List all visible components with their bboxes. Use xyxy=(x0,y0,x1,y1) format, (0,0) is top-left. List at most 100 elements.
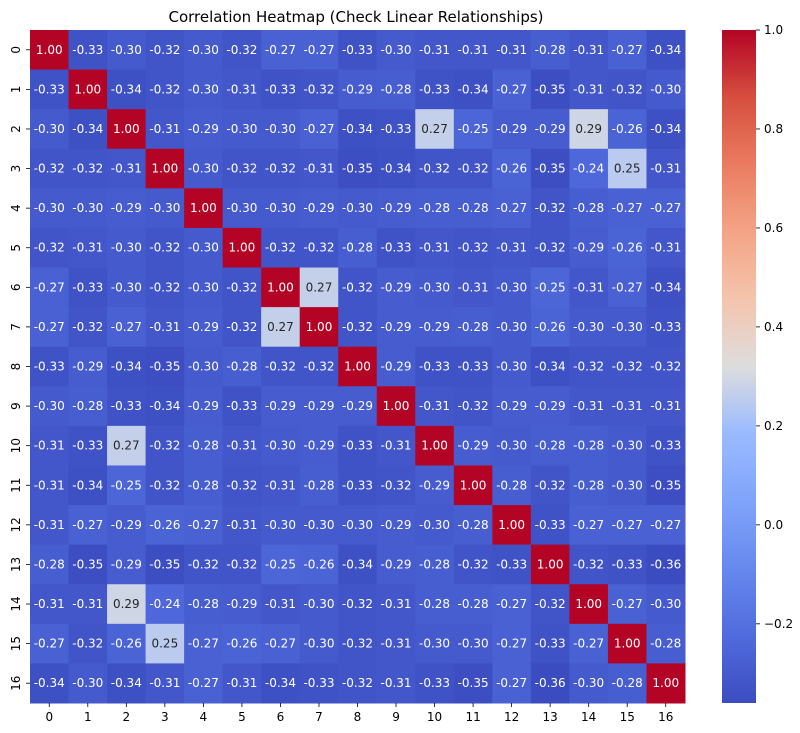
heatmap-cell-4-16 xyxy=(646,188,686,229)
heatmap-cell-0-3 xyxy=(145,30,185,71)
cell-value-label-16-13: -0.36 xyxy=(535,676,566,690)
heatmap-cell-13-15 xyxy=(607,544,647,585)
heatmap-cell-4-10 xyxy=(415,188,455,229)
heatmap-cell-4-14 xyxy=(569,188,609,229)
cell-value-label-13-12: -0.33 xyxy=(496,557,527,571)
heatmap-cell-16-9 xyxy=(376,663,416,704)
heatmap-cell-5-6 xyxy=(261,227,301,269)
heatmap-cell-15-9 xyxy=(376,623,416,664)
cell-value-label-13-1: -0.35 xyxy=(72,557,103,571)
heatmap-cell-14-14 xyxy=(569,584,609,625)
cell-value-label-10-13: -0.28 xyxy=(535,439,566,453)
cell-value-label-4-4: 1.00 xyxy=(190,201,217,215)
heatmap-cell-14-1 xyxy=(68,584,108,625)
heatmap-cell-0-9 xyxy=(376,30,416,71)
cell-value-label-11-12: -0.28 xyxy=(496,478,527,492)
cell-value-label-12-13: -0.33 xyxy=(535,518,566,532)
colorbar-tick-label-6: −0.2 xyxy=(764,617,793,631)
heatmap-cell-15-12 xyxy=(492,623,532,664)
heatmap-cell-8-6 xyxy=(261,346,301,387)
cell-value-label-8-6: -0.32 xyxy=(265,360,296,374)
x-tick-label-2: 2 xyxy=(123,710,131,724)
heatmap-cell-11-10 xyxy=(415,465,455,506)
heatmap-cell-14-0 xyxy=(30,584,70,625)
cell-value-label-8-12: -0.30 xyxy=(496,360,527,374)
heatmap-cell-8-7 xyxy=(299,346,339,387)
heatmap-cell-1-12 xyxy=(492,69,532,110)
heatmap-cell-12-3 xyxy=(145,505,185,546)
heatmap-cell-6-2 xyxy=(107,267,147,308)
heatmap-cell-6-15 xyxy=(607,267,647,308)
cell-value-label-7-7: 1.00 xyxy=(306,320,333,334)
heatmap-cell-12-11 xyxy=(453,505,493,546)
cell-value-label-2-0: -0.30 xyxy=(34,122,65,136)
heatmap-cell-9-12 xyxy=(492,386,532,427)
heatmap-cell-7-1 xyxy=(68,307,108,348)
cell-value-label-12-1: -0.27 xyxy=(72,518,103,532)
heatmap-cell-5-11 xyxy=(453,227,493,269)
cell-value-label-8-11: -0.33 xyxy=(458,360,489,374)
cell-value-label-2-15: -0.26 xyxy=(612,122,643,136)
heatmap-cell-4-8 xyxy=(338,188,378,229)
x-tick-label-0: 0 xyxy=(45,710,53,724)
cell-value-label-9-0: -0.30 xyxy=(34,399,65,413)
cell-value-label-14-6: -0.31 xyxy=(265,597,296,611)
heatmap-cell-12-5 xyxy=(222,505,262,546)
x-tick-label-6: 6 xyxy=(277,710,285,724)
cell-value-label-7-14: -0.30 xyxy=(573,320,604,334)
cell-value-label-16-14: -0.30 xyxy=(573,676,604,690)
heatmap-cell-16-16 xyxy=(646,663,686,704)
heatmap-cell-5-4 xyxy=(184,227,224,269)
heatmap-cell-8-3 xyxy=(145,346,185,387)
cell-value-label-14-2: 0.29 xyxy=(113,597,140,611)
cell-value-label-3-10: -0.32 xyxy=(419,162,450,176)
cell-value-label-6-3: -0.32 xyxy=(149,280,180,294)
heatmap-cell-12-9 xyxy=(376,505,416,546)
heatmap-cell-13-4 xyxy=(184,544,224,585)
cell-value-label-5-11: -0.32 xyxy=(458,241,489,255)
heatmap-cell-7-9 xyxy=(376,307,416,348)
colorbar-tick-label-0: 1.0 xyxy=(764,23,783,37)
cell-value-label-7-13: -0.26 xyxy=(535,320,566,334)
heatmap-cell-16-2 xyxy=(107,663,147,704)
cell-value-label-9-13: -0.29 xyxy=(535,399,566,413)
y-tick-label-2: 2 xyxy=(9,125,23,133)
heatmap-cell-2-4 xyxy=(184,109,224,150)
heatmap-cell-6-5 xyxy=(222,267,262,308)
heatmap-cell-16-14 xyxy=(569,663,609,704)
heatmap-cell-2-12 xyxy=(492,109,532,150)
heatmap-cell-14-9 xyxy=(376,584,416,625)
cell-value-label-4-14: -0.28 xyxy=(573,201,604,215)
cell-value-label-16-0: -0.34 xyxy=(34,676,65,690)
cell-value-label-9-10: -0.31 xyxy=(419,399,450,413)
cell-value-label-12-4: -0.27 xyxy=(188,518,219,532)
cell-value-label-10-1: -0.33 xyxy=(72,439,103,453)
heatmap-cell-5-10 xyxy=(415,227,455,269)
heatmap-cell-3-3 xyxy=(145,148,185,189)
cell-value-label-11-10: -0.29 xyxy=(419,478,450,492)
heatmap-cell-1-6 xyxy=(261,69,301,110)
heatmap-cell-3-7 xyxy=(299,148,339,189)
cell-value-label-12-12: 1.00 xyxy=(498,518,525,532)
heatmap-cell-14-10 xyxy=(415,584,455,625)
heatmap-cell-7-11 xyxy=(453,307,493,348)
cell-value-label-10-4: -0.28 xyxy=(188,439,219,453)
y-tick-label-13: 13 xyxy=(9,557,23,572)
heatmap-cell-14-16 xyxy=(646,584,686,625)
cell-value-label-9-12: -0.29 xyxy=(496,399,527,413)
heatmap-cell-2-9 xyxy=(376,109,416,150)
heatmap-cell-2-8 xyxy=(338,109,378,150)
heatmap-cell-10-1 xyxy=(68,425,108,466)
cell-value-label-0-11: -0.31 xyxy=(458,43,489,57)
cell-value-label-5-7: -0.32 xyxy=(303,241,334,255)
cell-value-label-15-9: -0.31 xyxy=(380,637,411,651)
heatmap-cell-10-6 xyxy=(261,425,301,466)
y-tick-label-4: 4 xyxy=(9,204,23,212)
x-tick-label-11: 11 xyxy=(465,710,480,724)
heatmap-cell-14-8 xyxy=(338,584,378,625)
cell-value-label-11-3: -0.32 xyxy=(149,478,180,492)
cell-value-label-7-9: -0.29 xyxy=(380,320,411,334)
cell-value-label-13-9: -0.29 xyxy=(380,557,411,571)
y-tick-label-6: 6 xyxy=(9,284,23,292)
